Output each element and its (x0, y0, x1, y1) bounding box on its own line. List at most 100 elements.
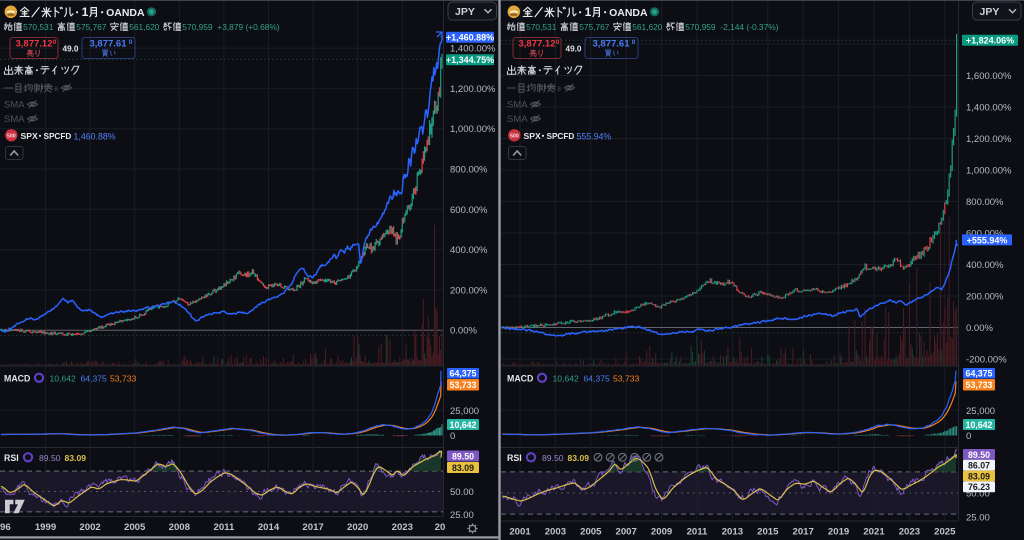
svg-text:76.23: 76.23 (968, 482, 990, 492)
svg-text:0: 0 (450, 431, 455, 442)
svg-text:561,620: 561,620 (129, 22, 160, 32)
svg-text:2025: 2025 (934, 527, 956, 538)
svg-text:+1,460.88%: +1,460.88% (446, 33, 494, 43)
svg-text:1,000.00%: 1,000.00% (966, 166, 1012, 177)
svg-text:2015: 2015 (757, 527, 779, 538)
svg-text:53,733: 53,733 (613, 374, 640, 384)
svg-text:86.07: 86.07 (968, 461, 990, 471)
svg-text:200.00%: 200.00% (450, 285, 488, 296)
svg-text:0: 0 (129, 39, 133, 46)
svg-text:MACD: MACD (4, 374, 30, 384)
svg-text:2023: 2023 (392, 522, 413, 533)
svg-text:0.00%: 0.00% (450, 326, 477, 337)
svg-text:83.09: 83.09 (65, 453, 87, 463)
svg-text:64,375: 64,375 (584, 374, 611, 384)
svg-text:96: 96 (0, 522, 11, 533)
svg-text:0: 0 (632, 39, 636, 46)
svg-text:2019: 2019 (828, 527, 849, 538)
svg-text:83.09: 83.09 (568, 453, 590, 463)
svg-text:2011: 2011 (213, 522, 234, 533)
svg-text:8: 8 (55, 87, 59, 93)
svg-text:89.50: 89.50 (39, 453, 61, 463)
svg-text:2005: 2005 (580, 527, 602, 538)
svg-text:64,375: 64,375 (81, 374, 108, 384)
svg-text:500: 500 (510, 134, 519, 140)
svg-text:1: 1 (585, 5, 592, 19)
svg-text:1,400.00%: 1,400.00% (450, 44, 496, 55)
svg-text:570,959: 570,959 (182, 22, 213, 32)
svg-text:10,642: 10,642 (50, 374, 77, 384)
svg-text:600.00%: 600.00% (450, 205, 488, 216)
svg-text:-200.00%: -200.00% (966, 355, 1007, 366)
svg-text:SPX: SPX (21, 131, 38, 141)
svg-text:64,375: 64,375 (450, 369, 477, 379)
svg-text:575,767: 575,767 (76, 22, 107, 32)
svg-text:83.09: 83.09 (452, 463, 474, 473)
svg-text:89.50: 89.50 (968, 450, 990, 460)
svg-text:555.94%: 555.94% (577, 131, 612, 141)
svg-text:64,375: 64,375 (966, 369, 993, 379)
svg-text:800.00%: 800.00% (450, 165, 488, 176)
svg-text:2007: 2007 (616, 527, 637, 538)
svg-text:89.50: 89.50 (542, 453, 564, 463)
svg-text:JPY: JPY (980, 6, 1000, 18)
svg-text:600.00%: 600.00% (966, 229, 1004, 240)
svg-text:3,877.61: 3,877.61 (90, 39, 128, 50)
svg-text:200.00%: 200.00% (966, 292, 1004, 303)
svg-text:49.0: 49.0 (63, 44, 79, 53)
svg-text:SPX: SPX (524, 131, 541, 141)
svg-text:2008: 2008 (169, 522, 191, 533)
svg-text:SMA: SMA (507, 114, 528, 125)
svg-text:8: 8 (558, 87, 562, 93)
svg-text:1,400.00%: 1,400.00% (966, 103, 1012, 114)
svg-text:570,531: 570,531 (23, 22, 54, 32)
svg-text:SPCFD: SPCFD (44, 132, 72, 141)
svg-text:OANDA: OANDA (609, 7, 648, 19)
svg-text:+1,824.06%: +1,824.06% (966, 36, 1014, 46)
svg-text:0: 0 (966, 431, 971, 442)
svg-text:50.00: 50.00 (450, 487, 474, 498)
svg-text:2021: 2021 (863, 527, 885, 538)
svg-text:50.00: 50.00 (966, 489, 990, 500)
svg-text:+1,344.75%: +1,344.75% (446, 55, 494, 65)
svg-text:SMA: SMA (4, 114, 25, 125)
svg-text:2003: 2003 (545, 527, 566, 538)
svg-text:1,200.00%: 1,200.00% (966, 134, 1012, 145)
svg-text:SMA: SMA (4, 100, 25, 111)
svg-text:400.00%: 400.00% (966, 260, 1004, 271)
svg-text:0.00%: 0.00% (966, 323, 993, 334)
svg-text:-2,144 (-0.37%): -2,144 (-0.37%) (720, 22, 778, 32)
svg-text:1999: 1999 (35, 522, 56, 533)
svg-text:2013: 2013 (722, 527, 743, 538)
svg-text:83.09: 83.09 (968, 471, 990, 481)
svg-text:SPCFD: SPCFD (547, 132, 575, 141)
svg-text:SMA: SMA (507, 100, 528, 111)
svg-text:RSI: RSI (507, 453, 522, 463)
svg-text:561,620: 561,620 (632, 22, 663, 32)
svg-text:2014: 2014 (258, 522, 280, 533)
svg-text:575,767: 575,767 (579, 22, 610, 32)
svg-text:49.0: 49.0 (566, 44, 582, 53)
svg-text:1,200.00%: 1,200.00% (450, 84, 496, 95)
svg-text:53,733: 53,733 (450, 380, 477, 390)
svg-text:2001: 2001 (509, 527, 531, 538)
svg-text:2005: 2005 (124, 522, 146, 533)
svg-text:89.50: 89.50 (452, 451, 474, 461)
svg-text:2002: 2002 (79, 522, 100, 533)
svg-text:MACD: MACD (507, 374, 533, 384)
svg-text:10,642: 10,642 (966, 420, 993, 430)
svg-text:1,460.88%: 1,460.88% (74, 131, 116, 141)
svg-text:OANDA: OANDA (106, 7, 145, 19)
svg-text:0: 0 (53, 39, 57, 46)
svg-text:25.00: 25.00 (450, 510, 474, 521)
svg-text:25.00: 25.00 (966, 512, 990, 523)
svg-text:2011: 2011 (687, 527, 708, 538)
svg-text:2020: 2020 (347, 522, 368, 533)
svg-text:RSI: RSI (4, 453, 19, 463)
svg-text:25,000: 25,000 (450, 406, 479, 417)
svg-text:500: 500 (7, 134, 16, 140)
svg-text:20: 20 (435, 522, 446, 533)
svg-text:25,000: 25,000 (966, 406, 995, 417)
svg-text:3,877.12: 3,877.12 (16, 39, 53, 50)
svg-text:400.00%: 400.00% (450, 245, 488, 256)
